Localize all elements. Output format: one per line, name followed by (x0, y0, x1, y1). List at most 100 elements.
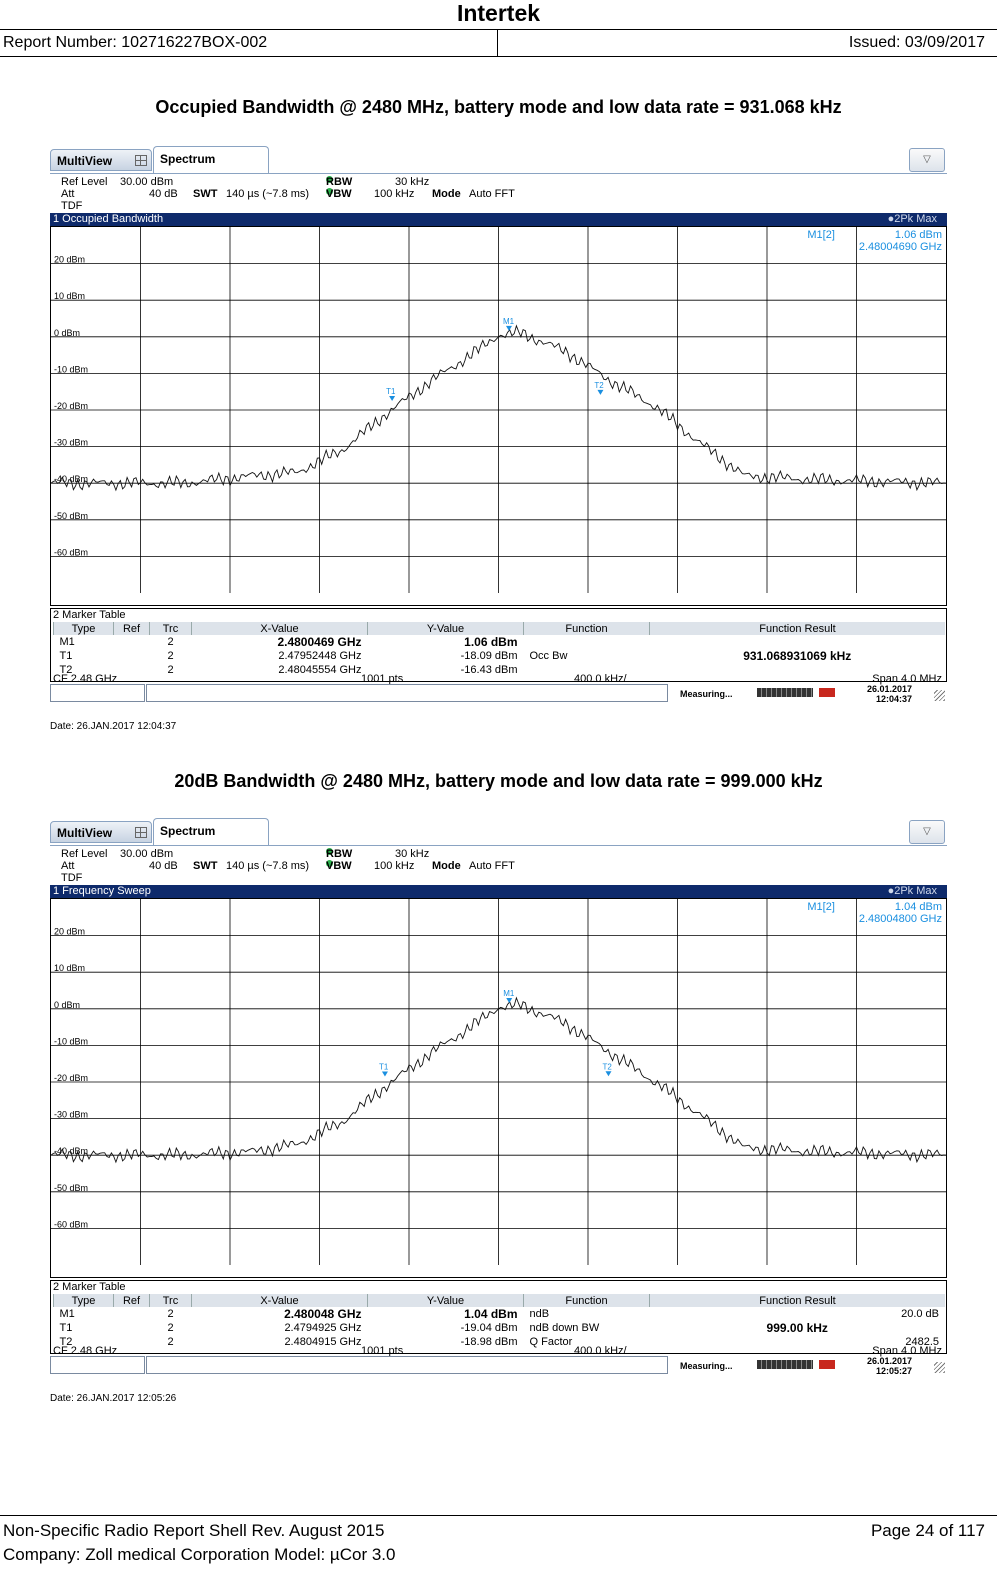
table-cell-function: ndB down BW (529, 1322, 600, 1334)
col-ref: Ref (113, 1294, 150, 1307)
y-tick-label: 10 dBm (54, 291, 85, 301)
report-header-row: Report Number: 102716227BOX-002 Issued: … (0, 29, 997, 57)
trace-title: 1 Frequency Sweep (53, 885, 151, 897)
marker-readout-level: 1.04 dBm (894, 901, 942, 913)
marker-label: T2 (602, 1062, 612, 1071)
y-tick-label: -10 dBm (54, 364, 88, 374)
table-cell-function: Occ Bw (529, 650, 568, 662)
status-date: 26.01.2017 (867, 684, 913, 694)
status-field[interactable] (146, 1356, 668, 1374)
att-value: 40 dB (149, 188, 178, 200)
rbw-value: 30 kHz (395, 848, 430, 860)
table-cell-result: 2482.5 (905, 1335, 939, 1348)
section-caption: Occupied Bandwidth @ 2480 MHz, battery m… (155, 97, 842, 117)
marker-label: M1 (503, 989, 515, 998)
table-cell-x: 2.4800469 GHz (277, 635, 362, 649)
status-flag-icon (819, 688, 835, 697)
marker-m1 (505, 325, 512, 331)
col-x-value: X-Value (191, 622, 368, 635)
table-cell-x: 2.4794925 GHz (284, 1322, 362, 1334)
tab-multiview[interactable]: MultiView (50, 149, 152, 171)
span: Span 4.0 MHz (872, 673, 942, 685)
status-field[interactable] (50, 684, 145, 702)
table-cell-ref (114, 1335, 150, 1348)
swt-label: SWT (193, 188, 218, 200)
table-cell-x: 2.480048 GHz (284, 1307, 362, 1321)
y-tick-label: -50 dBm (54, 1183, 88, 1193)
tdf-label: TDF (61, 872, 83, 884)
status-dot-icon (326, 188, 333, 195)
att-value: 40 dB (149, 860, 178, 872)
col-function-result: Function Result (649, 1294, 945, 1307)
status-field[interactable] (50, 1356, 145, 1374)
vbw-value: 100 kHz (374, 188, 415, 200)
spectrum-svg: 20 dBm 10 dBm 0 dBm -10 dBm -20 dBm -30 dBm -4… (51, 899, 946, 1265)
col-y-value: Y-Value (367, 1294, 524, 1307)
resize-grip-icon[interactable] (934, 1362, 945, 1373)
resize-grip-icon[interactable] (934, 690, 945, 701)
table-cell-ref (114, 663, 150, 676)
trace-header: 1 Frequency Sweep ●2Pk Max (50, 885, 947, 898)
footer-page: Page 24 of 117 (870, 1521, 985, 1540)
chevron-down-icon[interactable]: ▽ (909, 820, 945, 844)
marker-readout-name: M1[2] (807, 229, 835, 241)
spectrum-plot[interactable]: 20 dBm 10 dBm 0 dBm -10 dBm -20 dBm -30 dBm -4… (50, 226, 947, 685)
table-row: T1 2 2.47952448 GHz -18.09 dBm Occ Bw 931.068… (54, 649, 946, 663)
marker-label: M1 (503, 317, 515, 326)
span: Span 4.0 MHz (872, 1345, 942, 1357)
col-trc: Trc (149, 622, 192, 635)
table-cell-result: 999.00 kHz (766, 1321, 828, 1335)
y-tick-label: 20 dBm (54, 255, 85, 265)
status-field[interactable] (146, 684, 668, 702)
tab-spectrum[interactable]: Spectrum (153, 818, 269, 845)
marker-table-grid: Type Ref Trc X-Value Y-Value Function Fu… (53, 1294, 945, 1348)
y-tick-label: -20 dBm (54, 401, 88, 411)
mode-label: Mode (432, 188, 461, 200)
y-tick-label: -30 dBm (54, 1110, 88, 1120)
table-cell-type: M1 (59, 1308, 75, 1320)
table-cell-type: M1 (59, 636, 75, 648)
table-cell-type: T1 (59, 650, 73, 662)
col-x-value: X-Value (191, 1294, 368, 1307)
table-cell-y: -18.09 dBm (460, 650, 518, 662)
grid-icon (135, 827, 147, 838)
tab-multiview[interactable]: MultiView (50, 821, 152, 843)
tab-spectrum-label: Spectrum (160, 152, 216, 166)
status-datetime: 26.01.2017 12:04:37 (867, 684, 912, 704)
status-dot-icon (326, 860, 333, 867)
table-cell-ref (114, 635, 150, 649)
table-cell-result (650, 635, 946, 649)
spectrum-plot[interactable]: 20 dBm 10 dBm 0 dBm -10 dBm -20 dBm -30 dBm -4… (50, 898, 947, 1357)
table-cell-function: Q Factor (529, 1335, 573, 1348)
tab-multiview-label: MultiView (57, 154, 113, 168)
mode-label: Mode (432, 860, 461, 872)
table-row: T1 2 2.4794925 GHz -19.04 dBm ndB down BW 999… (54, 1321, 946, 1335)
center-frequency: CF 2.48 GHz (53, 1345, 118, 1357)
header-divider (497, 30, 498, 56)
table-row: T2 2 2.48045554 GHz -16.43 dBm (54, 663, 946, 676)
y-tick-label: -50 dBm (54, 511, 88, 521)
table-cell-y: 1.04 dBm (464, 1307, 518, 1321)
center-frequency: CF 2.48 GHz (53, 673, 118, 685)
col-ref: Ref (113, 622, 150, 635)
y-tick-label: 0 dBm (54, 328, 80, 338)
trace-mode: ●2Pk Max (887, 885, 937, 897)
chevron-down-icon[interactable]: ▽ (909, 148, 945, 172)
table-cell-x: 2.47952448 GHz (278, 650, 362, 662)
tab-multiview-label: MultiView (57, 826, 113, 840)
tab-spectrum[interactable]: Spectrum (153, 146, 269, 173)
tab-spectrum-label: Spectrum (160, 824, 216, 838)
col-function: Function (523, 1294, 650, 1307)
table-cell-y: -19.04 dBm (460, 1322, 518, 1334)
table-cell-trc: 2 (167, 1308, 174, 1320)
footer-rule (0, 1515, 997, 1516)
marker-label: T1 (379, 1062, 389, 1071)
marker-t2 (597, 389, 604, 395)
analyzer-screenshot: MultiView Spectrum ▽ Ref Level 30.00 dBm… (50, 818, 947, 1378)
y-tick-label: -20 dBm (54, 1073, 88, 1083)
table-row: T2 2 2.4804915 GHz -18.98 dBm Q Factor 2482.5 (54, 1335, 946, 1348)
ref-level-value: 30.00 dBm (120, 848, 174, 860)
marker-readout-name: M1[2] (807, 901, 835, 913)
marker-table-title: 2 Marker Table (53, 609, 126, 621)
trace-mode: ●2Pk Max (887, 213, 937, 225)
